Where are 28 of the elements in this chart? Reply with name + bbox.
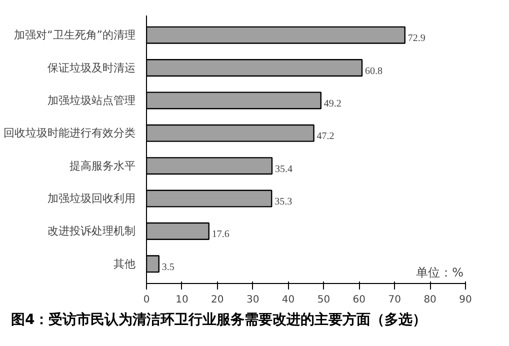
x-tick-label: 80 — [424, 294, 436, 306]
data-label: 35.4 — [274, 164, 292, 175]
annotation: 单位：% — [416, 266, 464, 280]
data-label: 35.3 — [274, 196, 292, 208]
x-tick-label: 0 — [143, 294, 150, 306]
y-tick-label: 提高服务水平 — [70, 159, 136, 172]
y-tick-label: 加强对“卫生死角”的清理 — [14, 28, 136, 42]
data-label: 17.6 — [212, 229, 230, 240]
data-label: 49.2 — [324, 98, 342, 110]
y-tick-label: 回收垃圾时能进行有效分类 — [4, 126, 136, 140]
x-tick-label: 30 — [246, 294, 260, 306]
x-tick-label: 70 — [388, 294, 401, 306]
data-label: 3.5 — [162, 262, 174, 273]
y-tick-label: 其他 — [114, 257, 136, 270]
x-tick-label: 10 — [176, 294, 188, 306]
data-label: 47.2 — [316, 131, 334, 142]
x-tick-label: 50 — [317, 294, 330, 306]
y-tick-label: 改进投诉处理机制 — [48, 224, 136, 238]
y-tick-label: 保证垃圾及时清运 — [48, 61, 136, 74]
x-tick-label: 90 — [459, 294, 472, 306]
x-tick-label: 20 — [211, 294, 224, 306]
text: 图4：受访市民认为清洁环卫行业服务需要改进的主要方面（多选） — [11, 310, 427, 330]
x-tick-label: 40 — [282, 294, 295, 306]
data-label: 72.9 — [408, 33, 426, 44]
data-label: 60.8 — [365, 66, 382, 77]
y-tick-label: 加强垃圾站点管理 — [48, 94, 136, 107]
x-tick-label: 60 — [352, 294, 366, 306]
y-tick-label: 加强垃圾回收利用 — [48, 192, 136, 206]
